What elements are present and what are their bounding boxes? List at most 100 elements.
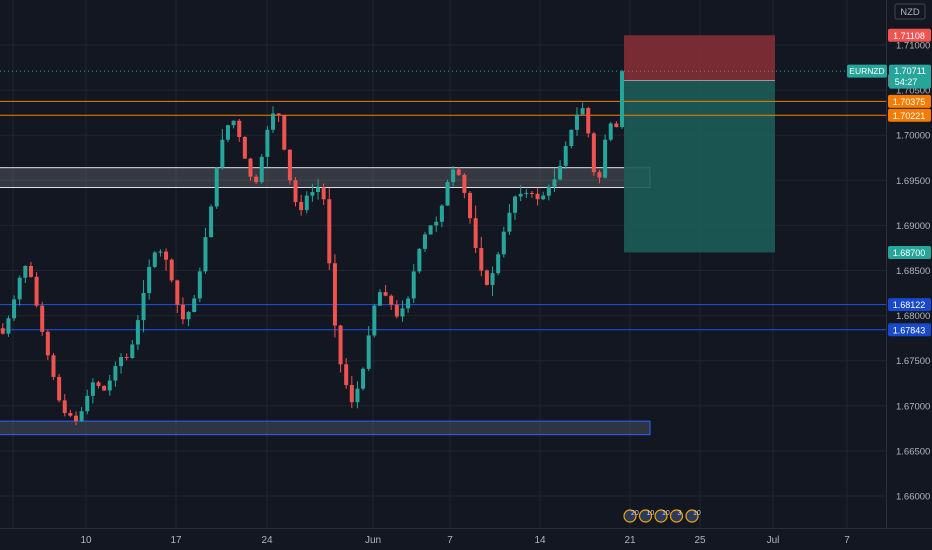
candle — [141, 279, 146, 333]
candle — [355, 381, 360, 409]
candle — [147, 259, 152, 300]
candle-body — [119, 357, 124, 367]
candle-body — [124, 357, 129, 359]
candle-body — [276, 113, 281, 116]
candle-body — [468, 192, 473, 219]
candle — [541, 191, 546, 201]
price-tag-blue: 1.68122 — [888, 298, 931, 312]
event-marker[interactable]: 20 — [623, 509, 639, 523]
candle-body — [597, 172, 602, 178]
event-marker[interactable]: 10 — [685, 509, 701, 523]
candle-body — [411, 271, 416, 299]
time-markers[interactable]: 20 10 10 3 10 — [623, 509, 701, 523]
candle — [203, 227, 208, 274]
time-axis-label: 14 — [534, 535, 546, 546]
candle — [406, 296, 411, 313]
candle-body — [434, 221, 439, 226]
candle — [445, 179, 450, 206]
candle-body — [535, 193, 540, 200]
candle-body — [0, 328, 5, 334]
candle — [507, 204, 512, 236]
candle-body — [366, 335, 371, 369]
candle-body — [451, 169, 456, 183]
price-axis-label: 1.66500 — [896, 446, 930, 457]
candle — [214, 167, 219, 209]
candle-body — [242, 137, 247, 159]
candle-body — [169, 259, 174, 281]
event-marker-icon — [623, 509, 637, 523]
candle — [17, 275, 22, 306]
candle — [57, 373, 62, 403]
demand-zone-box[interactable] — [0, 420, 651, 436]
candle — [462, 173, 467, 199]
event-marker[interactable]: 10 — [638, 509, 655, 523]
event-marker[interactable]: 3 — [669, 509, 684, 523]
candle — [6, 315, 11, 337]
price-tag-orange: 1.70375 — [888, 94, 931, 108]
candle — [546, 184, 551, 201]
candle — [169, 258, 174, 283]
current-price-label: 1.70711 — [894, 66, 926, 76]
candle — [422, 231, 427, 253]
price-tag-blue: 1.67843 — [888, 323, 931, 337]
currency-badge[interactable]: NZD — [894, 3, 926, 20]
stop-loss-zone[interactable] — [624, 35, 775, 81]
candle — [299, 194, 304, 216]
candle-body — [102, 385, 107, 391]
candle — [524, 188, 529, 198]
candle-body — [68, 413, 73, 416]
time-axis-label: Jul — [767, 535, 780, 546]
candle — [113, 361, 118, 387]
candle-body — [507, 212, 512, 232]
price-tags: 1.711081.706071.703751.702211.687001.681… — [888, 28, 931, 337]
candle — [580, 102, 585, 115]
candle — [119, 353, 124, 374]
event-marker-icon — [685, 509, 699, 523]
candle-body — [361, 368, 366, 389]
candle — [152, 251, 157, 269]
price-axis-label: 1.69500 — [896, 176, 930, 187]
candle-body — [259, 156, 264, 183]
price-tag-box — [888, 108, 931, 122]
candle — [107, 375, 112, 396]
candle — [389, 294, 394, 310]
candle — [620, 69, 624, 130]
price-tag-box — [888, 245, 931, 259]
candle-body — [85, 395, 90, 412]
candle-body — [327, 199, 332, 264]
candle-body — [299, 201, 304, 211]
candle — [321, 183, 326, 205]
candle-body — [34, 276, 39, 306]
price-axis-label: 1.71000 — [896, 41, 930, 52]
price-tag-label: 1.70375 — [893, 97, 926, 107]
candle-body — [130, 344, 135, 358]
candle-body — [608, 123, 613, 140]
candle — [0, 323, 5, 335]
event-marker-icon — [669, 509, 684, 523]
candle-body — [225, 125, 230, 140]
candle — [34, 272, 39, 308]
time-axis-label: 7 — [844, 535, 850, 546]
candle — [518, 185, 523, 202]
candle — [225, 124, 230, 143]
candle — [586, 106, 591, 138]
candle — [417, 248, 422, 274]
candle — [451, 165, 456, 187]
price-axis[interactable]: 1.71000 1.70500 1.70000 1.69500 1.69000 1.685… — [896, 41, 930, 503]
candle — [456, 167, 461, 176]
candle — [186, 310, 191, 327]
candle-body — [546, 186, 551, 196]
candle — [293, 177, 298, 207]
event-marker[interactable]: 10 — [654, 509, 670, 523]
candle — [96, 380, 101, 389]
candle-body — [96, 382, 101, 386]
candle-body — [164, 251, 169, 260]
candle — [327, 188, 332, 270]
candle — [439, 204, 444, 228]
take-profit-zone[interactable] — [624, 80, 775, 253]
candle-body — [574, 114, 579, 130]
time-axis[interactable]: 10 17 24 Jun 7 14 21 25 Jul 7 — [80, 535, 850, 546]
horizontal-lines[interactable] — [0, 70, 886, 331]
short-position-tool[interactable] — [624, 35, 775, 253]
